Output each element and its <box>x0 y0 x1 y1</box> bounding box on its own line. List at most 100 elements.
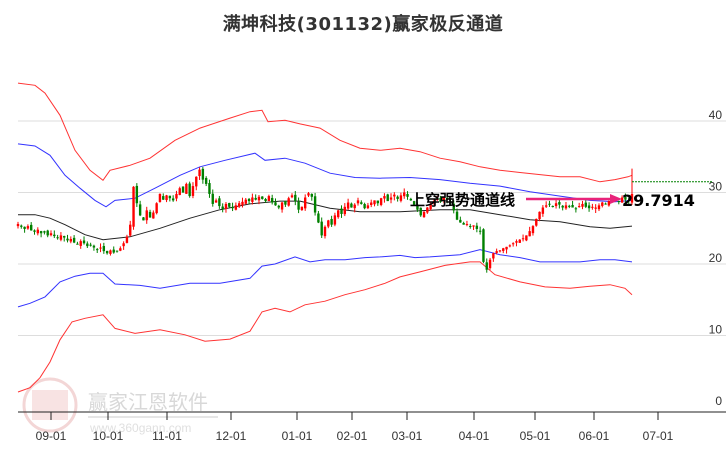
candle-down <box>218 198 221 207</box>
candle-up <box>554 203 558 207</box>
candle-up <box>581 203 584 207</box>
candle-down <box>148 211 152 218</box>
candle-up <box>379 198 383 205</box>
candle-up <box>518 239 521 243</box>
candle-up <box>251 197 254 202</box>
candle-up <box>577 206 581 208</box>
candle-down <box>376 200 380 204</box>
line-upper_inner <box>17 143 633 208</box>
candle-down <box>82 240 86 244</box>
candle-down <box>478 230 482 232</box>
y-tick-label: 10 <box>709 323 723 337</box>
candle-down <box>320 221 323 236</box>
watermark-logo-box <box>32 390 68 420</box>
y-axis: 0 10 20 30 40 <box>709 108 723 408</box>
candle-down <box>449 201 452 203</box>
line-middle <box>18 200 633 241</box>
candle-up <box>531 226 535 234</box>
candle-down <box>284 201 287 205</box>
candle-down <box>604 203 607 205</box>
x-axis: 09-01 10-01 11-01 12-01 01-01 02-01 03-01 04-01… <box>18 411 726 443</box>
candle-up <box>630 193 634 203</box>
candle-down <box>254 197 257 200</box>
watermark-url: www.360gann.com <box>89 421 191 435</box>
candle-down <box>439 197 442 202</box>
candle-up <box>436 198 439 200</box>
candle-up <box>290 195 294 198</box>
candle-down <box>33 230 36 232</box>
candle-down <box>63 236 66 238</box>
candle-down <box>76 243 79 245</box>
annotation: 上穿强势通道线 29.7914 <box>410 181 712 210</box>
candle-down <box>221 206 224 209</box>
candle-down <box>558 202 561 205</box>
candle-up <box>370 202 373 205</box>
candle-down <box>313 196 317 213</box>
candle-down <box>89 244 92 246</box>
candle-down <box>419 207 422 216</box>
candle-up <box>564 205 568 209</box>
candle-down <box>617 201 620 203</box>
candle-down <box>294 194 297 202</box>
candle-down <box>475 225 479 229</box>
candle-up <box>300 206 304 211</box>
candle-down <box>231 206 234 209</box>
candle-up <box>607 201 611 206</box>
x-tick-label: 11-01 <box>152 429 182 443</box>
candle-up <box>488 259 492 269</box>
watermark: 赢家江恩软件 www.360gann.com <box>22 377 218 435</box>
x-tick-label: 03-01 <box>392 429 423 443</box>
candle-down <box>247 198 251 202</box>
candle-up <box>495 251 498 253</box>
candle-up <box>307 193 310 196</box>
candle-down <box>138 204 142 216</box>
candle-down <box>340 208 343 214</box>
candle-down <box>264 199 267 202</box>
candle-up <box>79 241 82 246</box>
candle-up <box>191 186 195 196</box>
candle-down <box>409 198 413 201</box>
annotation-label: 上穿强势通道线 <box>410 191 515 209</box>
candle-up <box>303 197 307 209</box>
candle-up <box>432 201 436 203</box>
candle-up <box>521 238 525 240</box>
x-tick-label: 02-01 <box>337 429 368 443</box>
candle-down <box>386 194 389 202</box>
candle-down <box>46 230 49 236</box>
candle-up <box>465 223 469 225</box>
candle-down <box>350 203 353 208</box>
candle-down <box>469 225 472 227</box>
arrow-head-icon <box>610 194 622 204</box>
candle-up <box>109 250 112 254</box>
candle-down <box>396 196 399 199</box>
candle-up <box>69 238 73 242</box>
candle-down <box>462 222 465 225</box>
candle-down <box>297 201 300 210</box>
candle-up <box>594 207 597 209</box>
candle-up <box>389 197 393 200</box>
candle-up <box>597 205 601 210</box>
gridlines <box>18 120 726 336</box>
candle-down <box>102 246 106 252</box>
candle-up <box>508 245 512 247</box>
candle-up <box>515 241 518 243</box>
candle-up <box>129 224 132 236</box>
candle-down <box>412 201 416 205</box>
watermark-name: 赢家江恩软件 <box>88 390 208 414</box>
candle-up <box>195 176 198 187</box>
candle-up <box>132 186 135 227</box>
line-lower_outer <box>17 261 633 393</box>
candle-up <box>511 243 515 245</box>
candle-down <box>39 231 43 234</box>
candle-up <box>237 203 241 207</box>
candle-down <box>168 195 172 199</box>
candle-down <box>171 198 175 201</box>
watermark-logo-icon <box>22 377 78 433</box>
candle-up <box>442 197 446 201</box>
x-tick-label: 12-01 <box>216 429 247 443</box>
candle-up <box>538 211 541 220</box>
candle-down <box>162 196 165 200</box>
candle-down <box>96 249 99 251</box>
line-upper_outer <box>17 82 633 183</box>
candle-down <box>277 205 280 208</box>
